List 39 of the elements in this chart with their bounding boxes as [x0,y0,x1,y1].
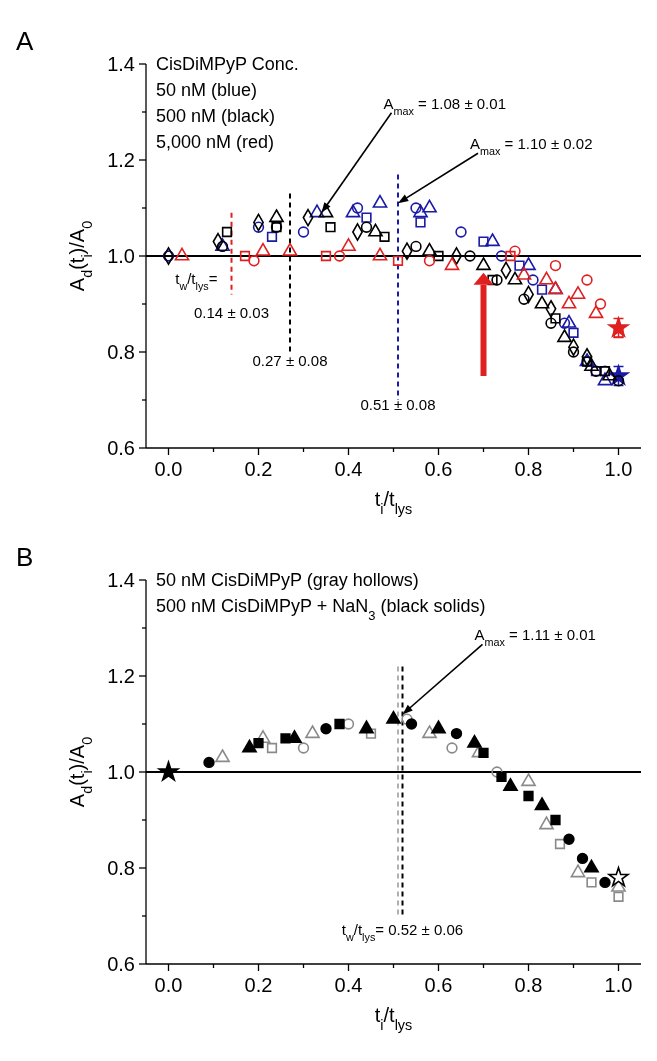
annotation: 50 nM (blue) [156,80,258,100]
y-tick-label: 1.2 [107,665,135,687]
y-tick-label: 1.4 [107,53,135,75]
y-tick-label: 1.0 [107,761,135,783]
x-tick-label: 0.4 [334,458,363,480]
annotation: 500 nM CisDiMPyP + NaN$_{3}$ (black solids) [156,596,486,623]
x-tick-label: 0.0 [154,974,183,996]
y-tick-label: 0.8 [107,857,135,879]
annotation: 500 nM (black) [156,106,276,126]
x-axis-title: t$_{i}$/t$_{lys}$ [374,1004,413,1033]
ref-line-label: t$_{w}$/t$_{lys}$= 0.14 ± 0.03 [175,270,269,322]
y-tick-label: 1.2 [107,149,135,171]
x-tick-label: 0.8 [514,458,543,480]
annotation: 5,000 nM (red) [156,132,275,152]
annotation: A$_{max}$ = 1.08 ± 0.01 [383,94,506,117]
x-tick-label: 0.6 [424,974,453,996]
x-tick-label: 1.0 [604,458,633,480]
annotation: CisDiMPyP Conc. [156,54,299,74]
y-tick-label: 0.8 [107,341,135,363]
x-tick-label: 0.6 [424,458,453,480]
annotation: 50 nM CisDiMPyP (gray hollows) [156,570,419,590]
annotation: A$_{max}$ = 1.11 ± 0.01 [474,626,596,649]
x-axis-title: t$_{i}$/t$_{lys}$ [374,488,413,517]
y-tick-label: 1.4 [107,569,135,591]
y-tick-label: 1.0 [107,245,135,267]
x-tick-label: 1.0 [604,974,633,996]
x-tick-label: 0.2 [244,458,273,480]
ref-line-label: t$_{w}$/t$_{lys}$= 0.52 ± 0.06 [341,921,464,944]
ref-line-label: 0.27 ± 0.08 [252,352,328,370]
x-tick-label: 0.8 [514,974,543,996]
y-tick-label: 0.6 [107,953,135,975]
ref-line-label: 0.51 ± 0.08 [360,395,436,413]
x-tick-label: 0.2 [244,974,273,996]
chart-title: B [16,542,34,572]
annotation: A$_{max}$ = 1.10 ± 0.02 [470,135,593,158]
chart-title: A [16,26,34,56]
x-tick-label: 0.0 [154,458,183,480]
y-tick-label: 0.6 [107,437,135,459]
x-tick-label: 0.4 [334,974,363,996]
